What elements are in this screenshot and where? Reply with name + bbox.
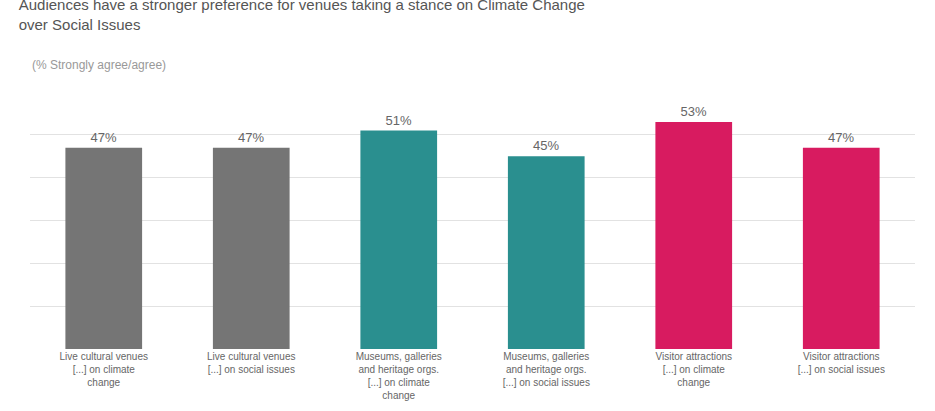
svg-text:53%: 53% — [681, 104, 707, 119]
svg-text:Visitor attractions[...] on cl: Visitor attractions[...] on climatechang… — [655, 351, 732, 388]
svg-text:Live cultural venues[...] on s: Live cultural venues[...] on social issu… — [207, 351, 295, 375]
svg-text:47%: 47% — [828, 130, 854, 145]
svg-text:Museums, galleriesand heritage: Museums, galleriesand heritage orgs.[...… — [503, 351, 590, 388]
svg-text:Visitor attractions[...] on so: Visitor attractions[...] on social issue… — [798, 351, 885, 375]
svg-text:Audiences have a stronger pref: Audiences have a stronger preference for… — [19, 0, 585, 33]
svg-text:51%: 51% — [386, 113, 412, 128]
svg-text:47%: 47% — [91, 130, 117, 145]
svg-text:Live cultural venues[...] on c: Live cultural venues[...] on climatechan… — [60, 351, 148, 388]
svg-text:45%: 45% — [533, 138, 559, 153]
svg-text:(% Strongly agree/agree): (% Strongly agree/agree) — [32, 58, 166, 72]
svg-text:47%: 47% — [238, 130, 264, 145]
svg-text:Museums, galleriesand heritage: Museums, galleriesand heritage orgs.[...… — [356, 351, 442, 401]
